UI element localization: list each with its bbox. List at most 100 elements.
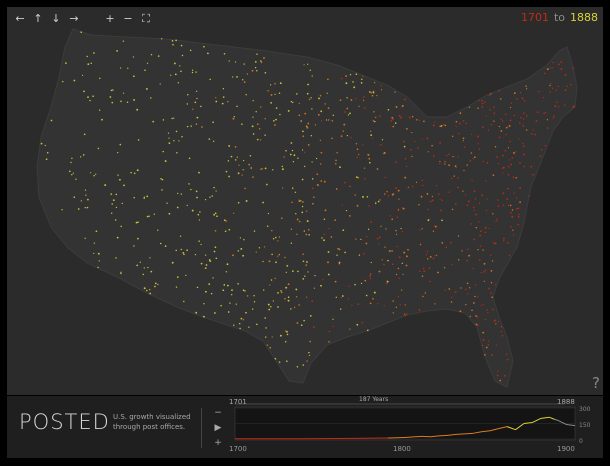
post-office-dot	[360, 82, 363, 84]
post-office-dot	[377, 302, 379, 305]
post-office-dot	[75, 178, 77, 180]
post-office-dot	[370, 221, 373, 224]
post-office-dot	[80, 156, 82, 158]
post-office-dot	[215, 257, 218, 260]
post-office-dot	[476, 324, 479, 326]
post-office-dot	[228, 144, 231, 147]
post-office-dot	[328, 227, 330, 230]
post-office-dot	[542, 96, 545, 99]
post-office-dot	[394, 122, 397, 124]
post-office-dot	[139, 261, 141, 263]
post-office-dot	[133, 75, 135, 78]
post-office-dot	[497, 370, 499, 372]
post-office-dot	[200, 243, 202, 246]
zoom-out-icon[interactable]: −	[123, 12, 133, 25]
post-office-dot	[372, 120, 375, 122]
post-office-dot	[195, 71, 197, 73]
post-office-dot	[302, 135, 305, 138]
post-office-dot	[485, 115, 487, 117]
post-office-dot	[209, 260, 212, 262]
post-office-dot	[462, 140, 464, 142]
post-office-dot	[522, 118, 525, 120]
post-office-dot	[381, 139, 384, 141]
post-office-dot	[208, 283, 211, 285]
post-office-dot	[477, 107, 479, 109]
play-button[interactable]: ▶	[214, 423, 222, 433]
post-office-dot	[277, 255, 279, 257]
post-office-dot	[540, 148, 543, 151]
post-office-dot	[475, 226, 478, 229]
post-office-dot	[264, 317, 267, 319]
post-office-dot	[457, 177, 459, 179]
post-office-dot	[444, 124, 447, 127]
post-office-dot	[558, 106, 560, 108]
post-office-dot	[146, 215, 149, 218]
post-office-dot	[245, 200, 248, 202]
post-office-dot	[196, 286, 199, 289]
pan-right-icon[interactable]: →	[69, 12, 79, 25]
map-area[interactable]	[7, 7, 603, 395]
step-forward-button[interactable]: +	[214, 438, 222, 448]
y-tick-150: 150	[579, 422, 591, 429]
post-office-dot	[532, 173, 534, 176]
post-office-dot	[522, 124, 525, 127]
post-office-dot	[436, 271, 439, 274]
post-office-dot	[120, 225, 122, 228]
post-office-dot	[228, 60, 230, 62]
step-back-button[interactable]: −	[214, 408, 222, 418]
post-office-dot	[205, 264, 208, 266]
post-office-dot	[478, 221, 480, 223]
post-office-dot	[191, 209, 194, 212]
post-office-dot	[530, 132, 533, 135]
post-office-dot	[371, 137, 374, 139]
post-office-dot	[355, 97, 357, 100]
post-office-dot	[418, 204, 420, 206]
post-office-dot	[446, 154, 448, 157]
post-office-dot	[486, 161, 489, 164]
timeline-segment	[447, 433, 457, 436]
post-office-dot	[290, 142, 293, 144]
post-office-dot	[242, 289, 245, 291]
post-office-dot	[444, 289, 446, 291]
post-office-dot	[457, 156, 459, 158]
zoom-in-icon[interactable]: +	[105, 12, 115, 25]
post-office-dot	[544, 112, 547, 114]
post-office-dot	[98, 109, 101, 111]
post-office-dot	[241, 79, 244, 81]
post-office-dot	[484, 318, 487, 321]
post-office-dot	[477, 135, 479, 138]
post-office-dot	[473, 238, 476, 241]
post-office-dot	[152, 120, 155, 123]
post-office-dot	[50, 119, 53, 122]
post-office-dot	[392, 118, 394, 121]
timeline-segment	[438, 434, 448, 437]
timeline-start-label: 1701	[229, 398, 247, 406]
post-office-dot	[370, 273, 372, 275]
post-office-dot	[471, 309, 473, 312]
post-office-dot	[335, 163, 337, 165]
timeline-chart[interactable]: 1701 187 Years 1888 300 150 0 1700 1800 …	[227, 396, 597, 458]
post-office-dot	[505, 134, 507, 136]
pan-down-icon[interactable]: ↓	[51, 12, 61, 25]
post-office-dot	[457, 258, 460, 261]
post-office-dot	[539, 155, 542, 158]
help-icon[interactable]: ?	[592, 374, 600, 392]
post-office-dot	[384, 176, 386, 179]
post-office-dot	[82, 74, 84, 76]
pan-up-icon[interactable]: ↑	[33, 12, 43, 25]
post-office-dot	[564, 104, 566, 106]
post-office-dot	[444, 163, 446, 165]
post-office-dot	[307, 122, 310, 125]
playback-controls: − ▶ +	[213, 408, 223, 448]
post-office-dot	[196, 196, 198, 199]
post-office-dot	[256, 123, 259, 126]
us-map[interactable]	[7, 7, 603, 395]
post-office-dot	[405, 255, 408, 258]
timeline-segment	[523, 421, 533, 424]
post-office-dot	[207, 52, 209, 55]
post-office-dot	[236, 105, 238, 108]
fullscreen-icon[interactable]: ⛶	[142, 12, 150, 25]
pan-left-icon[interactable]: ←	[15, 12, 25, 25]
post-office-dot	[225, 271, 228, 273]
post-office-dot	[443, 267, 446, 269]
